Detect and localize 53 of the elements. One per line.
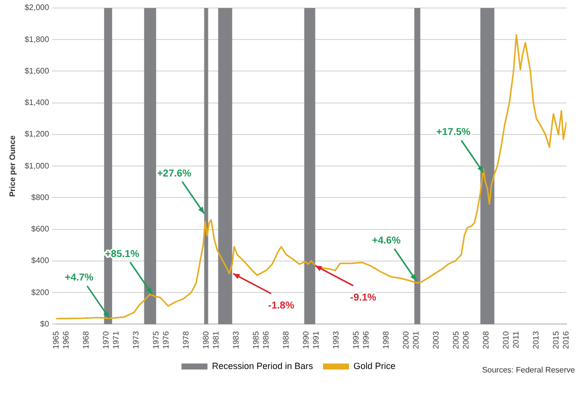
annotation: -1.8%	[268, 300, 294, 312]
y-tick-label: $1,000	[24, 161, 50, 170]
annotation: +27.6%	[157, 168, 192, 180]
y-tick-label: $2,000	[24, 3, 50, 12]
source-note: Sources: Federal Reserve	[482, 366, 576, 375]
x-tick-label: 2010	[502, 330, 511, 349]
y-axis-title: Price per Ounce	[8, 134, 18, 197]
y-tick-label: $1,800	[24, 34, 50, 44]
x-tick-label: 2013	[532, 330, 541, 349]
x-tick-label: 1988	[281, 330, 290, 349]
x-tick-label: 2005	[452, 330, 461, 349]
y-tick-label: $400	[31, 256, 50, 266]
legend-label: Recession Period in Bars	[212, 360, 314, 371]
annotation: +17.5%	[436, 127, 471, 138]
y-tick-label: $1,400	[24, 98, 50, 108]
x-tick-label: 1973	[131, 330, 140, 349]
annotation: -9.1%	[350, 292, 376, 304]
x-tick-label: 1965	[51, 330, 60, 349]
annotation: +4.7%	[64, 272, 94, 284]
x-tick-label: 2008	[482, 330, 491, 349]
x-tick-label: 1983	[231, 330, 240, 349]
x-tick-label: 1978	[181, 330, 190, 349]
y-tick-label: $1,600	[24, 66, 50, 76]
x-tick-label: 1990	[301, 330, 310, 349]
x-tick-label: 1968	[81, 330, 90, 349]
x-tick-label: 1971	[111, 330, 120, 349]
annotation: +4.6%	[372, 235, 401, 246]
y-tick-label: $600	[31, 224, 50, 234]
x-tick-label: 1991	[311, 330, 320, 349]
x-tick-label: 1966	[61, 330, 70, 349]
x-tick-label: 2011	[512, 330, 521, 348]
x-tick-label: 2000	[402, 330, 410, 349]
x-tick-label: 1993	[331, 330, 340, 349]
x-tick-label: 1998	[381, 330, 390, 349]
x-tick-label: 2003	[432, 330, 441, 349]
legend-label: Gold Price	[354, 360, 396, 371]
y-tick-label: $800	[31, 192, 50, 202]
x-tick-label: 2006	[462, 330, 471, 349]
x-tick-label: 1995	[351, 330, 360, 349]
x-tick-label: 1985	[251, 330, 260, 349]
x-tick-label: 1976	[161, 330, 170, 349]
x-tick-label: 1996	[361, 330, 370, 349]
y-tick-label: $1,200	[24, 130, 50, 139]
x-tick-label: 2016	[562, 330, 571, 349]
y-tick-label: $0	[40, 319, 50, 328]
x-tick-label: 1975	[151, 330, 160, 349]
x-tick-label: 1970	[101, 330, 110, 349]
x-tick-label: 1980	[201, 330, 210, 349]
x-tick-label: 1986	[261, 330, 270, 349]
x-tick-label: 1981	[211, 330, 220, 349]
x-tick-label: 2001	[412, 330, 421, 349]
y-tick-label: $200	[31, 288, 50, 297]
x-tick-label: 2015	[552, 330, 561, 349]
